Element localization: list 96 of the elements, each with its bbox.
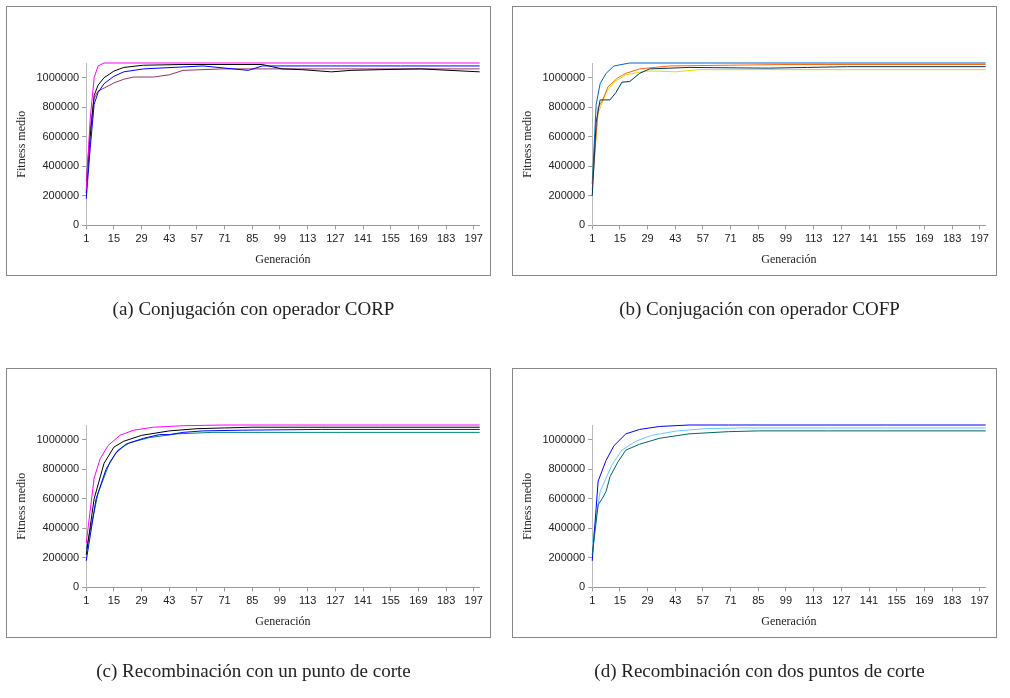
y-tick-label: 200000 bbox=[548, 188, 586, 201]
x-tick-label: 155 bbox=[381, 594, 400, 607]
x-tick-label: 183 bbox=[942, 594, 962, 607]
y-tick-label: 600000 bbox=[548, 129, 586, 142]
x-tick-label: 57 bbox=[190, 232, 204, 245]
y-tick-label: 0 bbox=[73, 218, 80, 231]
x-tick-label: 127 bbox=[326, 594, 345, 607]
x-tick-label: 71 bbox=[218, 594, 231, 607]
y-tick-label: 1000000 bbox=[36, 432, 80, 445]
x-tick-label: 113 bbox=[804, 232, 823, 245]
x-tick-label: 29 bbox=[135, 594, 148, 607]
y-tick-label: 400000 bbox=[548, 521, 586, 534]
y-tick-label: 0 bbox=[579, 580, 586, 593]
x-tick-label: 169 bbox=[409, 594, 428, 607]
x-tick-label: 127 bbox=[832, 232, 851, 245]
x-tick-label: 85 bbox=[246, 594, 259, 607]
text: (c) Recombinación con un punto de corte bbox=[95, 660, 412, 682]
x-tick-label: 169 bbox=[915, 232, 934, 245]
x-tick-label: 155 bbox=[887, 594, 906, 607]
x-tick-label: 127 bbox=[326, 232, 345, 245]
x-tick-label: 1 bbox=[83, 232, 90, 245]
x-tick-label: 169 bbox=[409, 232, 428, 245]
x-tick-label: 57 bbox=[696, 232, 710, 245]
text: (a) Conjugación con operador CORP bbox=[111, 298, 396, 320]
x-tick-label: 113 bbox=[298, 232, 317, 245]
x-tick-label: 183 bbox=[436, 232, 456, 245]
x-tick-label: 197 bbox=[464, 594, 483, 607]
x-tick-label: 141 bbox=[353, 232, 373, 245]
x-tick-label: 15 bbox=[107, 594, 121, 607]
y-axis-title: Fitness medio bbox=[520, 110, 535, 178]
y-tick-label: 800000 bbox=[548, 100, 586, 113]
x-tick-label: 1 bbox=[589, 594, 596, 607]
x-tick-label: 85 bbox=[246, 232, 259, 245]
x-tick-label: 183 bbox=[942, 232, 962, 245]
x-tick-label: 71 bbox=[218, 232, 231, 245]
y-tick-label: 800000 bbox=[42, 100, 80, 113]
y-tick-label: 1000000 bbox=[542, 70, 586, 83]
x-tick-label: 1 bbox=[589, 232, 596, 245]
y-tick-label: 1000000 bbox=[542, 432, 586, 445]
x-tick-label: 15 bbox=[107, 232, 121, 245]
y-tick-label: 400000 bbox=[548, 159, 586, 172]
x-tick-label: 113 bbox=[804, 594, 823, 607]
y-tick-label: 0 bbox=[579, 218, 586, 231]
x-tick-label: 43 bbox=[669, 594, 682, 607]
x-tick-label: 29 bbox=[135, 232, 148, 245]
x-axis-title: Generación bbox=[761, 251, 817, 266]
x-tick-label: 85 bbox=[752, 594, 765, 607]
x-tick-label: 99 bbox=[273, 232, 287, 245]
x-tick-label: 197 bbox=[970, 232, 989, 245]
x-tick-label: 141 bbox=[353, 594, 373, 607]
x-tick-label: 71 bbox=[724, 594, 737, 607]
y-tick-label: 400000 bbox=[42, 159, 80, 172]
x-tick-label: 57 bbox=[696, 594, 710, 607]
x-tick-label: 183 bbox=[436, 594, 456, 607]
y-tick-label: 200000 bbox=[548, 550, 586, 563]
x-tick-label: 169 bbox=[915, 594, 934, 607]
text: (b) Conjugación con operador COFP bbox=[618, 298, 901, 320]
x-axis-title: Generación bbox=[761, 613, 817, 628]
x-tick-label: 99 bbox=[779, 594, 793, 607]
x-tick-label: 141 bbox=[859, 594, 879, 607]
x-tick-label: 197 bbox=[464, 232, 483, 245]
x-tick-label: 71 bbox=[724, 232, 737, 245]
text: (d) Recombinación con dos puntos de corte bbox=[593, 660, 926, 682]
x-tick-label: 29 bbox=[641, 594, 654, 607]
x-tick-label: 1 bbox=[83, 594, 90, 607]
x-tick-label: 57 bbox=[190, 594, 204, 607]
x-tick-label: 15 bbox=[613, 594, 627, 607]
y-tick-label: 600000 bbox=[42, 491, 80, 504]
y-axis-title: Fitness medio bbox=[520, 472, 535, 540]
x-tick-label: 155 bbox=[887, 232, 906, 245]
x-tick-label: 99 bbox=[779, 232, 793, 245]
x-tick-label: 85 bbox=[752, 232, 765, 245]
x-tick-label: 99 bbox=[273, 594, 287, 607]
y-tick-label: 0 bbox=[73, 580, 80, 593]
y-axis-title: Fitness medio bbox=[14, 110, 29, 178]
x-tick-label: 141 bbox=[859, 232, 879, 245]
y-tick-label: 1000000 bbox=[36, 70, 80, 83]
x-tick-label: 43 bbox=[669, 232, 682, 245]
y-tick-label: 800000 bbox=[548, 462, 586, 475]
x-tick-label: 113 bbox=[298, 594, 317, 607]
y-tick-label: 200000 bbox=[42, 550, 80, 563]
y-tick-label: 600000 bbox=[548, 491, 586, 504]
y-tick-label: 400000 bbox=[42, 521, 80, 534]
x-tick-label: 155 bbox=[381, 232, 400, 245]
x-axis-title: Generación bbox=[255, 613, 311, 628]
x-tick-label: 15 bbox=[613, 232, 627, 245]
x-tick-label: 43 bbox=[163, 594, 176, 607]
y-tick-label: 800000 bbox=[42, 462, 80, 475]
x-tick-label: 197 bbox=[970, 594, 989, 607]
y-axis-title: Fitness medio bbox=[14, 472, 29, 540]
x-tick-label: 127 bbox=[832, 594, 851, 607]
y-tick-label: 600000 bbox=[42, 129, 80, 142]
x-tick-label: 29 bbox=[641, 232, 654, 245]
x-tick-label: 43 bbox=[163, 232, 176, 245]
x-axis-title: Generación bbox=[255, 251, 311, 266]
y-tick-label: 200000 bbox=[42, 188, 80, 201]
